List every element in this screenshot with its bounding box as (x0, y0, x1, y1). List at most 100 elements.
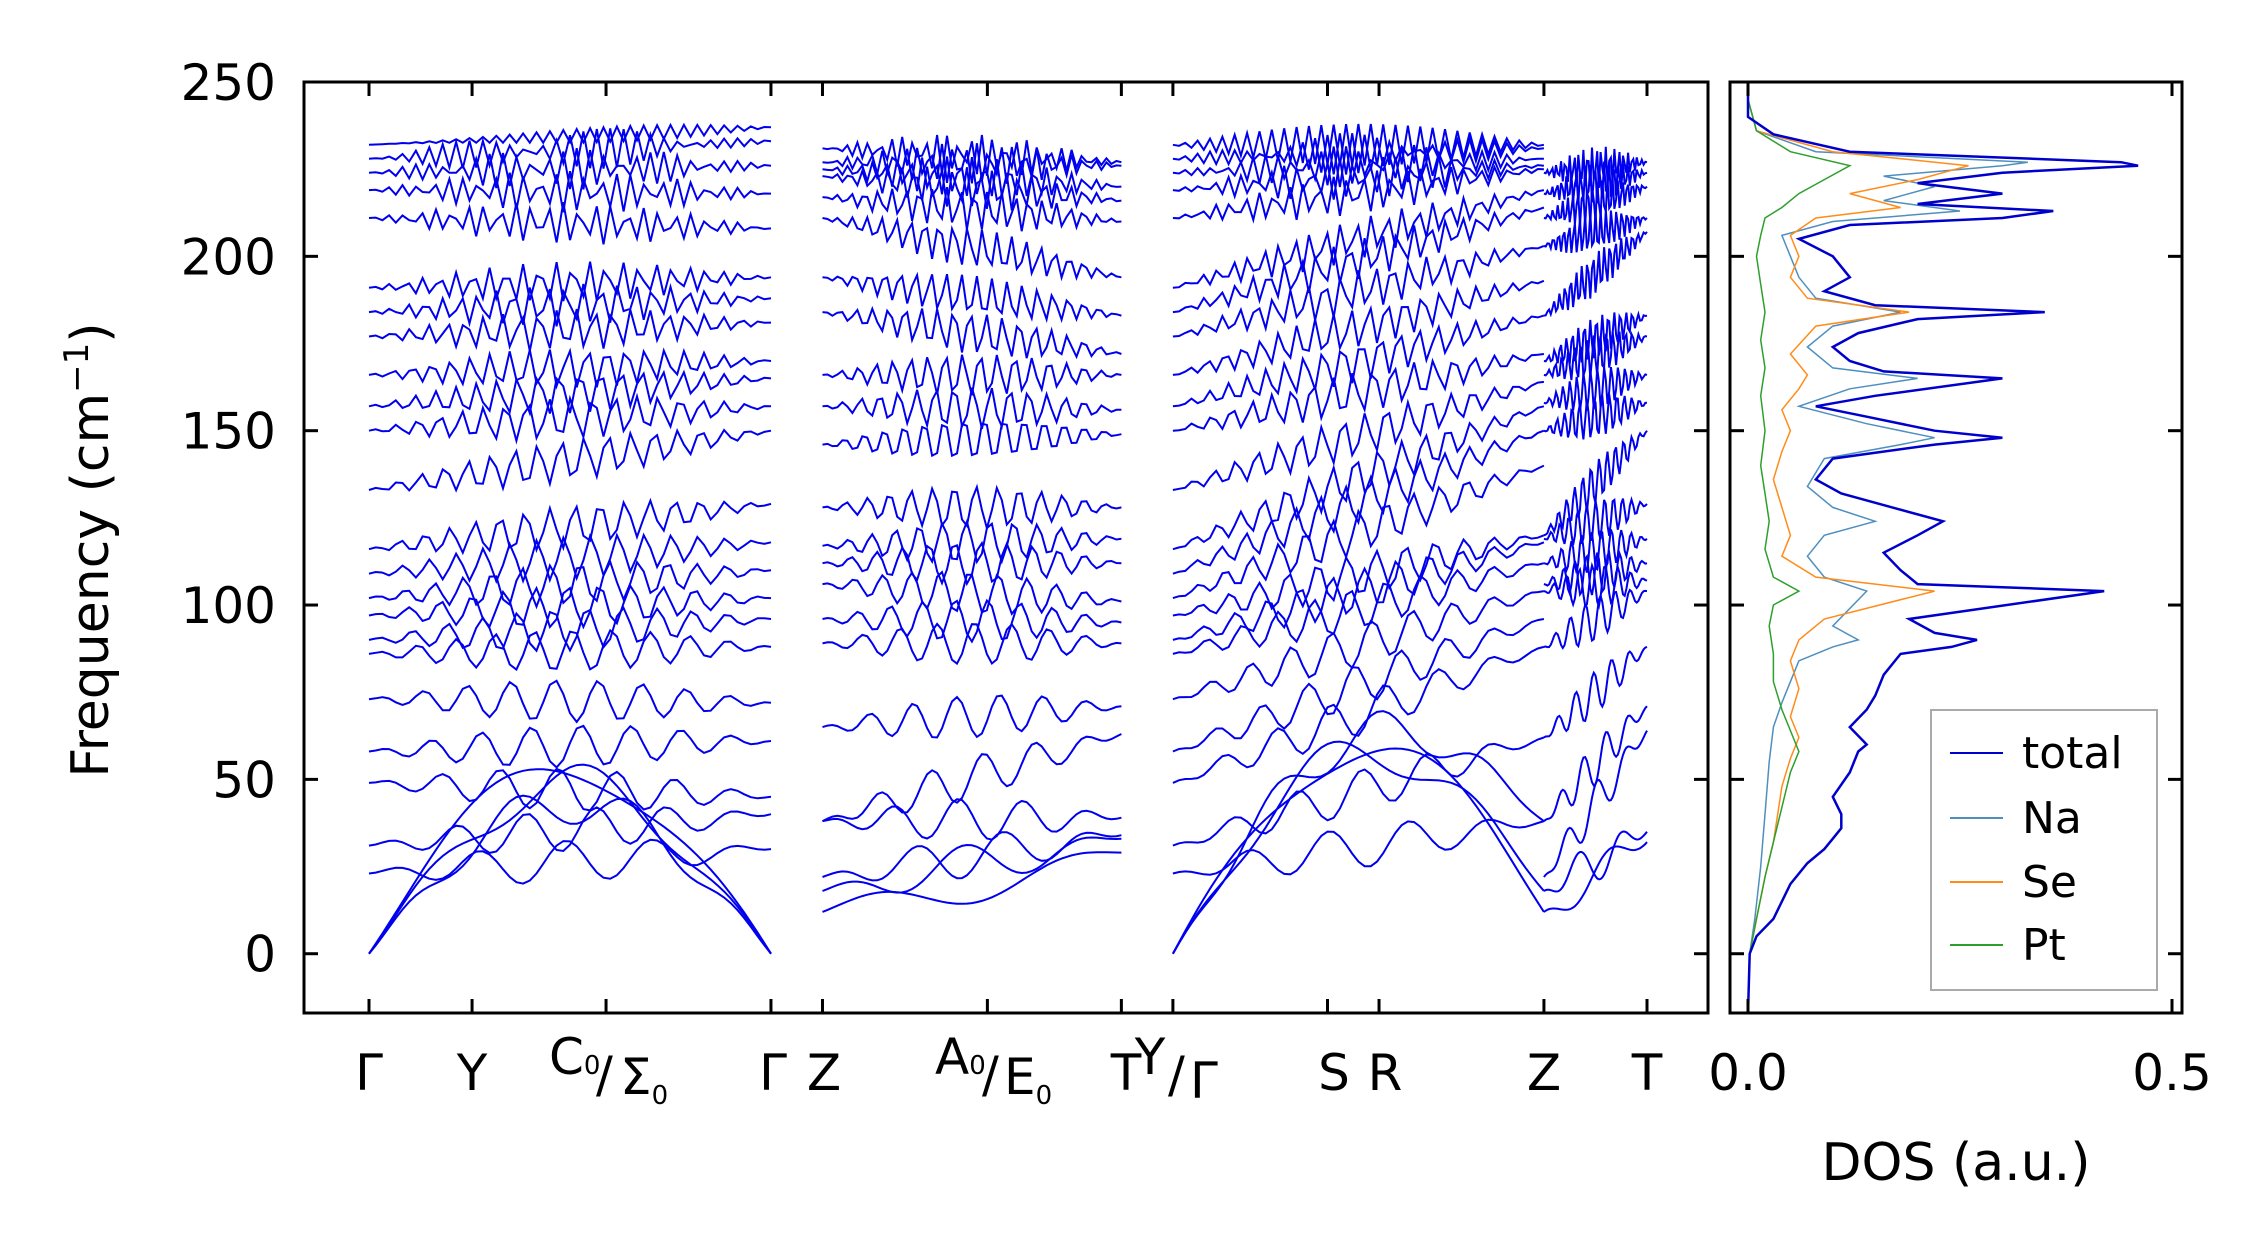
a0-sub: 0 (969, 1051, 986, 1081)
svg-text:E0: E0 (1004, 1048, 1052, 1111)
phonon-branch (1543, 330, 1648, 381)
svg-text:A0: A0 (935, 1028, 986, 1086)
path-label-gamma-3: Γ (1190, 1052, 1218, 1110)
phonon-branch (1172, 144, 1544, 188)
path-label-t-y-gamma: T Y / Γ (1110, 1028, 1218, 1110)
phonon-branch (368, 583, 772, 630)
phonon-branch (368, 497, 772, 556)
phonon-branch (368, 148, 772, 190)
phonon-branch (1172, 133, 1545, 175)
legend-label-se: Se (2022, 857, 2077, 908)
legend-box (1930, 709, 2158, 991)
path-label-y-1: Y (456, 1044, 488, 1102)
phonon-branch (822, 422, 1122, 458)
phonon-branch (1172, 244, 1545, 338)
phonon-branch (822, 271, 1122, 324)
phonon-branch (1543, 310, 1648, 365)
slash-2: / (982, 1046, 999, 1104)
phonon-branch (1172, 279, 1545, 376)
phonon-branch (1172, 541, 1545, 641)
phonon-branch (368, 763, 772, 955)
phonon-branch (1543, 179, 1648, 226)
phonon-branch (368, 838, 772, 885)
y-axis-title-superscript: −1 (57, 343, 97, 393)
path-label-a0-e0: A0 / E0 (935, 1028, 1052, 1111)
phonon-branch (368, 122, 772, 146)
phonon-branch (1543, 561, 1648, 610)
phonon-branch (1543, 841, 1648, 913)
phonon-branch (368, 261, 772, 303)
phonon-branch (1172, 164, 1544, 224)
phonon-branch (368, 532, 772, 585)
legend: total Na Se Pt (1930, 709, 2158, 991)
dos-series-total (1746, 82, 2139, 1014)
path-label-r: R (1368, 1044, 1403, 1102)
y-tick-label: 250 (181, 54, 276, 112)
path-label-c0-sigma0: C0 / Σ0 (549, 1028, 668, 1111)
dos-frame (1728, 80, 2184, 1015)
dispersion-panel: 250 200 150 100 50 0 Frequency (cm−1) Γ Y C0 … (57, 54, 2182, 1111)
legend-label-total: total (2022, 728, 2123, 779)
path-label-y-2: Y (1134, 1028, 1166, 1086)
phonon-branch (822, 622, 1122, 666)
path-label-gamma-2: Γ (759, 1044, 787, 1102)
phonon-branch (368, 202, 772, 245)
phonon-branch (1543, 230, 1648, 318)
phonon-branch (822, 851, 1122, 913)
path-label-t-1: T (1110, 1044, 1142, 1102)
phonon-branch (1172, 740, 1545, 955)
phonon-branch (1543, 146, 1648, 188)
phonon-branch (822, 483, 1122, 532)
dispersion-frame (302, 80, 1710, 1015)
phonon-branch (822, 836, 1122, 894)
path-label-z-1: Z (807, 1044, 841, 1102)
dos-x-tick-label: 0.0 (1708, 1044, 1788, 1102)
y-tick-label: 0 (244, 926, 276, 984)
phonon-branch (1172, 405, 1545, 551)
svg-text:C0: C0 (549, 1028, 600, 1086)
sigma0-main: Σ (620, 1048, 652, 1106)
path-label-z-2: Z (1527, 1044, 1561, 1102)
phonon-branch (822, 598, 1122, 644)
phonon-branch (368, 768, 772, 955)
phonon-branch (822, 570, 1122, 616)
phonon-branch (822, 831, 1122, 882)
phonon-branch (368, 369, 772, 417)
phonon-branch (1172, 314, 1545, 408)
phonon-branch (368, 679, 772, 724)
phonon-branch (822, 214, 1122, 282)
phonon-branch (1172, 645, 1545, 784)
sigma0-sub: 0 (652, 1081, 669, 1111)
dispersion-y-axis-title: Frequency (cm−1) (57, 322, 121, 777)
y-tick-label: 50 (212, 751, 276, 809)
phonon-branch (822, 733, 1122, 823)
path-labels: Γ Y C0 / Σ0 Γ Z A0 / E0 T Y / Γ S R Z (355, 1028, 1663, 1111)
phonon-branch (822, 166, 1122, 211)
phonon-branch (822, 798, 1122, 841)
phonon-branch (1172, 206, 1545, 314)
phonon-branch (368, 559, 772, 610)
dos-curves (1746, 82, 2139, 1014)
path-label-gamma-1: Γ (355, 1044, 383, 1102)
legend-label-na: Na (2022, 793, 2082, 844)
phonon-branch (368, 347, 772, 390)
phonon-branch (368, 128, 772, 172)
phonon-branch (822, 694, 1122, 739)
phonon-branch (1543, 730, 1648, 878)
phonon-branch (1543, 705, 1648, 822)
phonon-branch (1543, 366, 1648, 412)
e0-sub: 0 (1036, 1081, 1053, 1111)
phonon-branch (822, 134, 1122, 176)
dispersion-x-ticks (367, 82, 1649, 1013)
dispersion-bands (368, 122, 1648, 955)
phonon-branch (1172, 736, 1545, 847)
y-tick-label: 200 (181, 228, 276, 286)
phonon-branch (368, 392, 772, 445)
phonon-branch (368, 794, 772, 955)
dos-series-se (1747, 99, 1969, 1014)
phonon-branch (1543, 529, 1648, 575)
y-tick-label: 100 (181, 577, 276, 635)
phonon-branch (368, 767, 772, 812)
dos-series-na (1747, 99, 2028, 1014)
phonon-branch (1172, 155, 1544, 200)
